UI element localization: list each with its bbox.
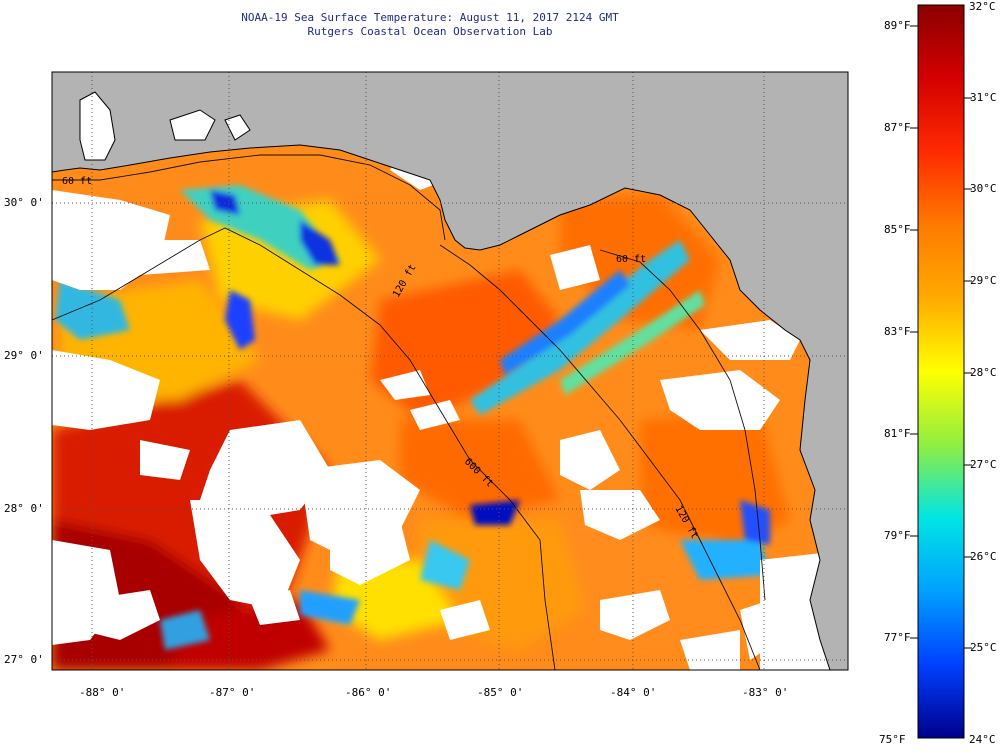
lon-label: -85° 0' <box>477 686 524 699</box>
land <box>52 72 848 670</box>
lon-label: -87° 0' <box>209 686 256 699</box>
cloud-cover <box>52 130 848 670</box>
map-panel <box>52 72 848 670</box>
colorbar-celsius-label: 25°C <box>970 641 997 654</box>
lon-label: -84° 0' <box>610 686 657 699</box>
colorbar-fahrenheit-label: 75°F <box>879 733 906 746</box>
lon-label: -86° 0' <box>345 686 392 699</box>
map-title: NOAA-19 Sea Surface Temperature: August … <box>241 11 619 24</box>
colorbar-celsius-label: 27°C <box>970 458 997 471</box>
cool-streaks <box>55 185 770 650</box>
lat-label: 28° 0' <box>4 502 44 515</box>
isobaths <box>52 154 766 670</box>
colorbar-fahrenheit-label: 89°F <box>884 19 911 32</box>
isobath-label: 60 ft <box>616 254 646 265</box>
map-subtitle: Rutgers Coastal Ocean Observation Lab <box>307 25 553 38</box>
colorbar-celsius-label: 28°C <box>970 366 997 379</box>
colorbar-fahrenheit-label: 83°F <box>884 325 911 338</box>
colorbar-fahrenheit-label: 87°F <box>884 121 911 134</box>
lat-label: 30° 0' <box>4 196 44 209</box>
colorbar-celsius-label: 24°C <box>969 733 996 746</box>
lat-label: 27° 0' <box>4 653 44 666</box>
map-frame <box>51 71 849 671</box>
colorbar-ticks <box>910 25 972 649</box>
colorbar-fahrenheit-label: 77°F <box>884 631 911 644</box>
colorbar-fahrenheit-label: 79°F <box>884 529 911 542</box>
graticule <box>52 72 848 670</box>
colorbar-celsius-label: 29°C <box>970 274 997 287</box>
isobath-label: 60 ft <box>62 176 92 187</box>
lat-label: 29° 0' <box>4 349 44 362</box>
colorbar-celsius-label: 32°C <box>969 0 996 13</box>
colorbar-celsius-label: 31°C <box>970 91 997 104</box>
colorbar-gradient <box>917 4 965 739</box>
colorbar-celsius-label: 26°C <box>970 550 997 563</box>
colorbar-celsius-label: 30°C <box>970 182 997 195</box>
colorbar-fahrenheit-label: 81°F <box>884 427 911 440</box>
lon-label: -83° 0' <box>742 686 789 699</box>
lon-label: -88° 0' <box>79 686 126 699</box>
colorbar-fahrenheit-label: 85°F <box>884 223 911 236</box>
